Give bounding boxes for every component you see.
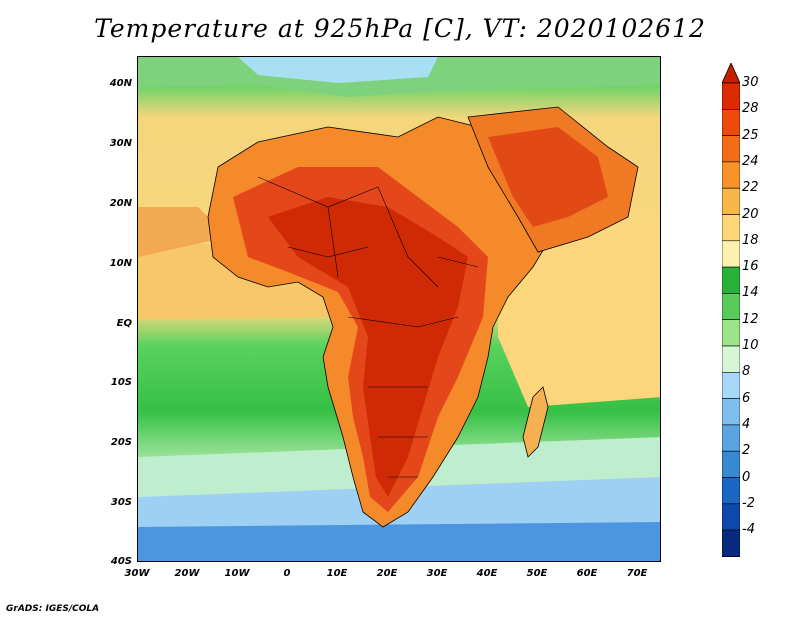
colorbar-swatch bbox=[722, 240, 740, 268]
colorbar-swatch bbox=[722, 135, 740, 163]
colorbar-label: 6 bbox=[742, 390, 751, 406]
lat-label: 40N bbox=[109, 78, 132, 89]
colorbar-swatch bbox=[722, 398, 740, 426]
colorbar-label: 24 bbox=[742, 153, 759, 169]
colorbar-label: 10 bbox=[742, 338, 759, 353]
colorbar-swatch bbox=[722, 161, 740, 189]
lat-label: 20S bbox=[110, 437, 132, 448]
lat-label: 30S bbox=[110, 497, 132, 508]
colorbar-swatch bbox=[722, 529, 740, 557]
colorbar-swatch bbox=[722, 424, 740, 452]
colorbar-swatch bbox=[722, 187, 740, 215]
colorbar-swatch bbox=[722, 82, 740, 110]
lon-label: 40E bbox=[476, 568, 498, 579]
lat-label: 30N bbox=[109, 138, 132, 149]
map-title: Temperature at 925hPa [C], VT: 202010261… bbox=[94, 14, 706, 43]
lon-label: 30E bbox=[426, 568, 448, 579]
colorbar-label: 28 bbox=[742, 101, 759, 117]
colorbar-swatch bbox=[722, 345, 740, 373]
colorbar-swatch bbox=[722, 214, 740, 242]
lat-label: EQ bbox=[116, 318, 132, 329]
lat-label: 40S bbox=[110, 556, 132, 567]
colorbar-label: -4 bbox=[742, 522, 755, 538]
lat-label: 20N bbox=[109, 198, 132, 209]
colorbar-label: 12 bbox=[742, 311, 759, 327]
colorbar-label: 0 bbox=[742, 469, 751, 485]
colorbar-swatch bbox=[722, 556, 740, 557]
colorbar-swatch bbox=[722, 319, 740, 347]
lon-label: 0 bbox=[283, 568, 291, 579]
colorbar-swatch bbox=[722, 371, 740, 399]
lat-label: 10N bbox=[109, 258, 132, 269]
lon-label: 30W bbox=[124, 568, 150, 579]
lon-label: 60E bbox=[576, 568, 598, 579]
colorbar-swatch bbox=[722, 108, 740, 136]
colorbar-label: -2 bbox=[742, 495, 755, 511]
colorbar-label: 8 bbox=[742, 364, 751, 380]
colorbar-label: 20 bbox=[742, 206, 759, 222]
lon-label: 10W bbox=[224, 568, 250, 579]
colorbar-label: 16 bbox=[742, 259, 759, 275]
lon-label: 20E bbox=[376, 568, 398, 579]
lon-label: 10E bbox=[326, 568, 348, 579]
colorbar-label: 18 bbox=[742, 232, 759, 248]
lat-label: 10S bbox=[110, 377, 132, 388]
lon-label: 20W bbox=[174, 568, 200, 579]
colorbar-label: 25 bbox=[742, 127, 759, 143]
colorbar-label: 4 bbox=[742, 416, 751, 432]
colorbar-swatch bbox=[722, 266, 740, 294]
colorbar-swatch bbox=[722, 477, 740, 505]
colorbar-label: 22 bbox=[742, 180, 759, 196]
colorbar-swatch bbox=[722, 293, 740, 320]
colorbar-swatch bbox=[722, 503, 740, 531]
colorbar-swatch bbox=[722, 450, 740, 478]
colorbar-top-arrow bbox=[722, 63, 740, 84]
lon-label: 50E bbox=[526, 568, 548, 579]
colorbar bbox=[722, 63, 740, 557]
colorbar-label: 14 bbox=[742, 285, 759, 301]
temperature-field bbox=[138, 57, 660, 561]
temperature-map bbox=[137, 56, 661, 562]
credit-text: GrADS: IGES/COLA bbox=[6, 604, 100, 614]
colorbar-label: 2 bbox=[742, 443, 751, 459]
colorbar-label: 30 bbox=[742, 75, 759, 90]
lon-label: 70E bbox=[626, 568, 648, 579]
